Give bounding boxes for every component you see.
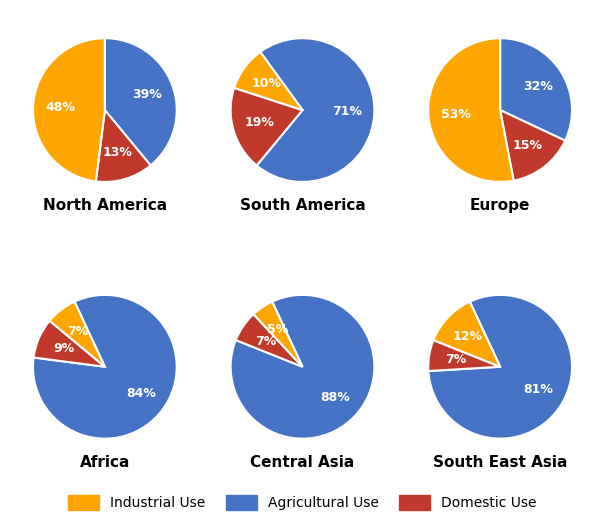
- Wedge shape: [236, 314, 302, 367]
- Wedge shape: [33, 38, 105, 181]
- Text: 71%: 71%: [332, 105, 362, 118]
- Wedge shape: [428, 295, 572, 439]
- Wedge shape: [253, 302, 302, 367]
- Wedge shape: [428, 340, 500, 371]
- Text: 39%: 39%: [132, 89, 162, 102]
- Wedge shape: [500, 110, 565, 181]
- Text: 7%: 7%: [255, 335, 276, 348]
- Text: 13%: 13%: [102, 146, 132, 159]
- Wedge shape: [500, 38, 572, 140]
- Wedge shape: [433, 302, 500, 367]
- Title: South East Asia: South East Asia: [433, 455, 567, 470]
- Text: 7%: 7%: [67, 325, 88, 338]
- Title: South America: South America: [240, 199, 365, 213]
- Text: 19%: 19%: [245, 116, 275, 129]
- Wedge shape: [105, 38, 177, 166]
- Wedge shape: [231, 295, 374, 439]
- Wedge shape: [234, 52, 302, 110]
- Text: 32%: 32%: [523, 80, 553, 93]
- Title: Europe: Europe: [470, 199, 531, 213]
- Text: 15%: 15%: [512, 139, 543, 152]
- Text: 10%: 10%: [252, 78, 281, 90]
- Text: 81%: 81%: [523, 383, 554, 396]
- Text: 84%: 84%: [126, 387, 155, 400]
- Text: 12%: 12%: [453, 330, 483, 343]
- Text: 88%: 88%: [320, 391, 350, 404]
- Title: Central Asia: Central Asia: [250, 455, 355, 470]
- Wedge shape: [96, 110, 151, 182]
- Title: North America: North America: [43, 199, 167, 213]
- Text: 9%: 9%: [53, 342, 74, 355]
- Title: Africa: Africa: [80, 455, 130, 470]
- Wedge shape: [33, 321, 105, 367]
- Legend: Industrial Use, Agricultural Use, Domestic Use: Industrial Use, Agricultural Use, Domest…: [62, 488, 543, 517]
- Text: 48%: 48%: [45, 101, 75, 114]
- Text: 7%: 7%: [445, 353, 467, 366]
- Wedge shape: [231, 88, 302, 166]
- Wedge shape: [428, 38, 514, 182]
- Wedge shape: [33, 295, 177, 439]
- Text: 53%: 53%: [441, 108, 471, 121]
- Wedge shape: [50, 302, 105, 367]
- Wedge shape: [257, 38, 374, 182]
- Text: 5%: 5%: [267, 323, 288, 336]
